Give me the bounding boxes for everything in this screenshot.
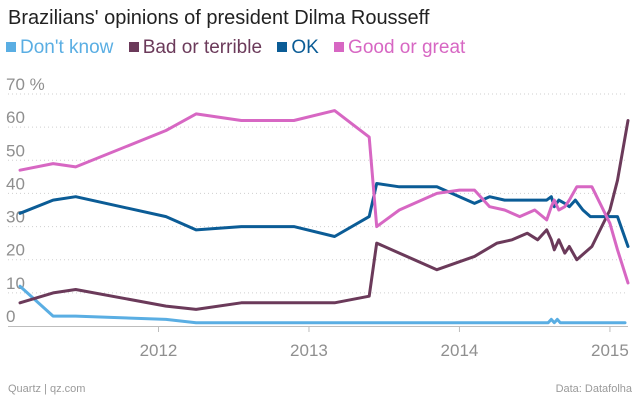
legend-label-ok: OK <box>291 37 319 58</box>
y-tick-label-20: 20 <box>6 241 25 260</box>
legend-label-dont-know: Don't know <box>20 37 114 58</box>
x-tick-label-2013: 2013 <box>290 341 328 360</box>
y-tick-label-30: 30 <box>6 208 25 227</box>
y-tick-label-70: 70 % <box>6 75 45 94</box>
chart-title: Brazilians' opinions of president Dilma … <box>8 7 430 29</box>
series-line-ok <box>18 182 630 248</box>
series-line-good-or-great <box>18 109 630 285</box>
y-tick-label-0: 0 <box>6 307 15 326</box>
legend-item-good-or-great: Good or great <box>334 37 465 59</box>
legend-item-bad-or-terrible: Bad or terrible <box>128 37 263 59</box>
y-tick-label-60: 60 <box>6 108 25 127</box>
legend-swatch-dont-know <box>6 42 16 52</box>
legend-item-dont-know: Don't know <box>6 37 113 59</box>
x-tick-label-2015: 2015 <box>591 341 629 360</box>
y-tick-label-50: 50 <box>6 141 25 160</box>
legend-swatch-ok <box>277 42 288 52</box>
legend-label-bad-or-terrible: Bad or terrible <box>142 37 263 58</box>
legend-item-ok: OK <box>277 37 319 59</box>
legend-swatch-good-or-great <box>334 42 345 52</box>
footer-source: Data: Datafolha <box>555 383 632 395</box>
footer-credit: Quartz | qz.com <box>8 383 86 395</box>
legend-label-good-or-great: Good or great <box>348 37 466 58</box>
y-tick-label-40: 40 <box>6 174 25 193</box>
series-line-bad-or-terrible <box>18 119 630 311</box>
legend: Don't know Bad or terrible OK Good or gr… <box>6 37 475 59</box>
legend-swatch-bad-or-terrible <box>128 42 139 52</box>
x-tick-label-2014: 2014 <box>441 341 479 360</box>
x-tick-label-2012: 2012 <box>140 341 178 360</box>
series-line-don-t-know <box>18 284 627 325</box>
